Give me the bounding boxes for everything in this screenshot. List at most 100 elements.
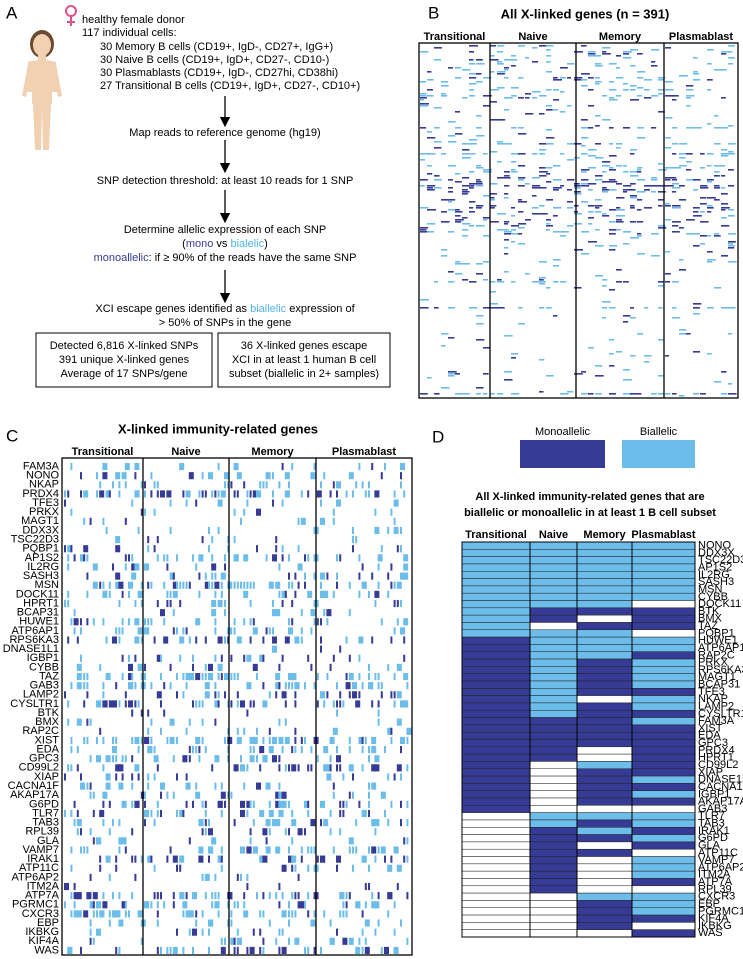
heat-texture — [172, 855, 178, 863]
heat-texture — [380, 691, 383, 699]
state-cell — [461, 848, 531, 857]
heat-texture — [115, 627, 118, 635]
heat-texture — [198, 819, 204, 827]
heat-texture — [265, 846, 271, 854]
heat-texture — [131, 572, 137, 580]
heat-texture — [288, 672, 293, 681]
heat-texture — [602, 285, 607, 287]
state-cell — [576, 549, 633, 557]
heat-texture — [249, 490, 252, 498]
heat-texture — [483, 235, 489, 237]
heat-texture — [272, 472, 274, 480]
text: monoallelic — [94, 252, 150, 264]
gene-label: RPL39 — [25, 826, 59, 838]
heat-texture — [291, 672, 297, 681]
heat-texture — [490, 303, 499, 305]
heat-texture — [390, 581, 393, 589]
gene-label: LAMP2 — [23, 689, 59, 701]
heat-texture — [140, 672, 143, 681]
heat-texture — [249, 618, 252, 626]
heat-texture — [278, 882, 281, 891]
heat-texture — [371, 901, 377, 909]
state-cell — [631, 578, 696, 587]
heat-texture — [92, 910, 95, 918]
heat-texture — [374, 490, 380, 498]
gene-label: AP1S2 — [25, 552, 59, 564]
heat-texture — [707, 307, 714, 309]
heat-texture — [665, 205, 672, 207]
heat-texture — [115, 536, 121, 544]
heat-texture — [504, 231, 512, 233]
state-cell — [576, 695, 633, 704]
heat-texture — [420, 105, 429, 107]
heat-texture — [448, 191, 454, 193]
heat-texture — [76, 636, 79, 644]
heat-texture — [630, 355, 636, 357]
heat-texture — [490, 307, 499, 309]
heat-texture — [76, 892, 82, 900]
heat-texture — [288, 937, 290, 945]
heat-texture — [169, 682, 172, 690]
state-cell — [461, 929, 531, 938]
heat-texture — [320, 800, 325, 808]
heat-texture — [108, 800, 111, 808]
heat-texture — [396, 691, 402, 699]
heat-texture — [134, 873, 137, 881]
heat-texture — [448, 199, 456, 201]
heat-texture — [153, 819, 156, 827]
heat-texture — [80, 782, 85, 790]
heat-texture — [574, 187, 581, 189]
heat-texture — [714, 381, 722, 383]
heat-texture — [644, 361, 650, 363]
heat-texture — [179, 654, 182, 662]
cell-line: 30 Naive B cells (CD19+, IgD+, CD27-, CD… — [100, 54, 329, 66]
heat-texture — [602, 181, 610, 183]
heat-texture — [342, 892, 345, 900]
heat-texture — [278, 764, 281, 772]
heat-texture — [233, 946, 236, 954]
heat-texture — [102, 682, 105, 690]
heat-texture — [616, 221, 624, 223]
heat-texture — [352, 526, 354, 535]
heat-texture — [693, 127, 702, 129]
heat-texture — [64, 499, 66, 507]
heat-texture — [288, 682, 290, 690]
heat-texture — [358, 672, 361, 681]
heat-texture — [427, 137, 436, 139]
heat-texture — [73, 819, 76, 827]
heat-texture — [83, 517, 86, 525]
heat-texture — [99, 809, 105, 818]
heat-texture — [144, 672, 146, 681]
heat-texture — [707, 207, 714, 209]
gene-label: CYSLTR1 — [10, 698, 59, 710]
heat-texture — [434, 187, 442, 189]
heat-texture — [448, 141, 457, 143]
state-cell — [461, 644, 531, 652]
heat-texture — [518, 133, 527, 135]
heat-texture — [728, 51, 733, 53]
heat-texture — [462, 217, 468, 219]
heat-texture — [115, 545, 121, 553]
heat-texture — [546, 225, 554, 227]
heat-texture — [377, 709, 380, 717]
heat-texture — [300, 901, 306, 909]
heat-texture — [427, 231, 434, 233]
heat-texture — [272, 755, 277, 763]
heat-texture — [227, 581, 233, 589]
heat-texture — [504, 193, 509, 195]
state-cell — [576, 863, 633, 872]
heat-texture — [532, 185, 541, 187]
heat-texture — [86, 590, 89, 598]
heat-texture — [644, 207, 653, 209]
heat-texture — [546, 199, 553, 201]
heat-texture — [546, 105, 553, 107]
heat-texture — [728, 45, 735, 47]
heat-texture — [651, 233, 659, 235]
heat-texture — [358, 590, 361, 598]
heat-texture — [284, 472, 290, 480]
heat-texture — [609, 307, 616, 309]
heat-texture — [201, 819, 204, 827]
heat-texture — [374, 508, 377, 516]
heat-texture — [595, 81, 602, 83]
heat-texture — [281, 864, 287, 872]
